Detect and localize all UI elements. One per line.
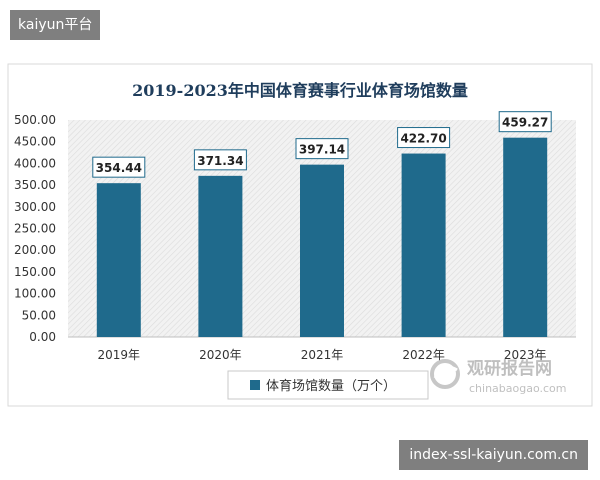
x-tick-label: 2021年 — [301, 348, 344, 362]
y-tick-label: 500.00 — [14, 113, 56, 127]
y-tick-label: 250.00 — [14, 222, 56, 236]
data-label-box — [498, 111, 552, 133]
watermark: 观研报告网 chinabaogao.com — [430, 358, 567, 395]
bar — [401, 153, 446, 337]
y-tick-label: 100.00 — [14, 287, 56, 301]
legend-label: 体育场馆数量（万个） — [266, 378, 396, 394]
chart-legend: 体育场馆数量（万个） — [227, 370, 429, 400]
y-tick-label: 300.00 — [14, 200, 56, 214]
data-label: 397.14 — [299, 143, 345, 157]
data-label: 354.44 — [96, 161, 142, 175]
y-tick-label: 350.00 — [14, 178, 56, 192]
bar — [198, 175, 243, 337]
data-label-box — [193, 149, 247, 171]
watermark-brand-cn: 观研报告网 — [466, 358, 552, 379]
x-tick-label: 2022年 — [402, 348, 445, 362]
data-label-box — [295, 138, 349, 160]
bar-series: 354.44 371.34 397.14 422.70 459.27 — [92, 111, 552, 337]
x-tick-label: 2020年 — [199, 348, 242, 362]
bar-chart: 2019-2023年中国体育赛事行业体育场馆数量 0.00 50.00 100.00… — [7, 63, 593, 407]
watermark-brand-url: chinabaogao.com — [469, 382, 567, 395]
y-tick-label: 50.00 — [22, 308, 56, 322]
y-tick-label: 0.00 — [29, 330, 56, 344]
data-label: 422.70 — [400, 132, 446, 146]
top-overlay-tag: kaiyun平台 — [10, 10, 101, 40]
y-tick-label: 200.00 — [14, 243, 56, 257]
y-tick-label: 400.00 — [14, 156, 56, 170]
x-axis: 2019年 2020年 2021年 2022年 2023年 — [98, 348, 547, 362]
legend-swatch — [250, 380, 260, 390]
x-tick-label: 2023年 — [504, 348, 547, 362]
data-label: 459.27 — [502, 116, 548, 130]
bottom-overlay-tag: index-ssl-kaiyun.com.cn — [399, 440, 588, 470]
data-label: 371.34 — [197, 154, 243, 168]
bar — [96, 183, 141, 337]
data-label-box — [92, 156, 146, 178]
chart-title: 2019-2023年中国体育赛事行业体育场馆数量 — [132, 81, 468, 100]
y-axis: 0.00 50.00 100.00 150.00 200.00 250.00 300.00 3… — [14, 113, 576, 344]
y-tick-label: 150.00 — [14, 265, 56, 279]
legend-box — [227, 370, 429, 400]
x-tick-label: 2019年 — [98, 348, 141, 362]
bar — [503, 137, 548, 337]
chart-border — [7, 63, 593, 407]
swirl-logo-icon — [430, 359, 460, 389]
y-tick-label: 450.00 — [14, 135, 56, 149]
bar — [300, 164, 344, 337]
data-label-box — [397, 127, 451, 149]
